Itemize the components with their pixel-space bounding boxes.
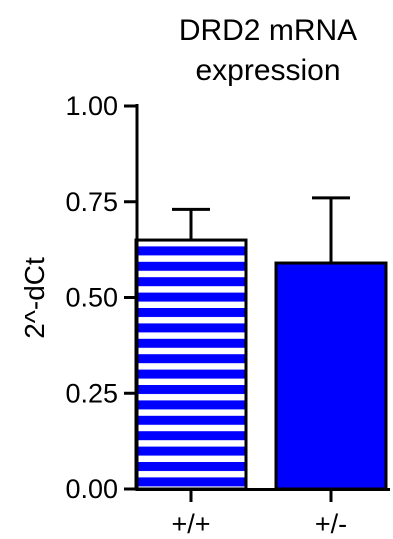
y-tick-label: 0.75 <box>65 187 118 217</box>
bar <box>274 261 388 491</box>
y-tick-label: 0.00 <box>65 474 118 504</box>
x-tick-label: +/+ <box>171 509 210 539</box>
y-tick-label: 1.00 <box>65 91 118 121</box>
chart-title-line-1: DRD2 mRNA <box>179 14 357 47</box>
y-axis-ticks: 0.00 0.25 0.50 0.75 1.00 <box>65 91 137 504</box>
x-axis-tick-labels: +/+ +/- <box>171 489 347 539</box>
y-axis-label: 2^-dCt <box>19 257 50 339</box>
y-tick-label: 0.50 <box>65 283 118 313</box>
bar <box>134 238 248 491</box>
x-tick-label: +/- <box>315 509 347 539</box>
y-tick-label: 0.25 <box>65 378 118 408</box>
chart-title-line-2: expression <box>195 54 340 87</box>
bars <box>134 196 388 491</box>
